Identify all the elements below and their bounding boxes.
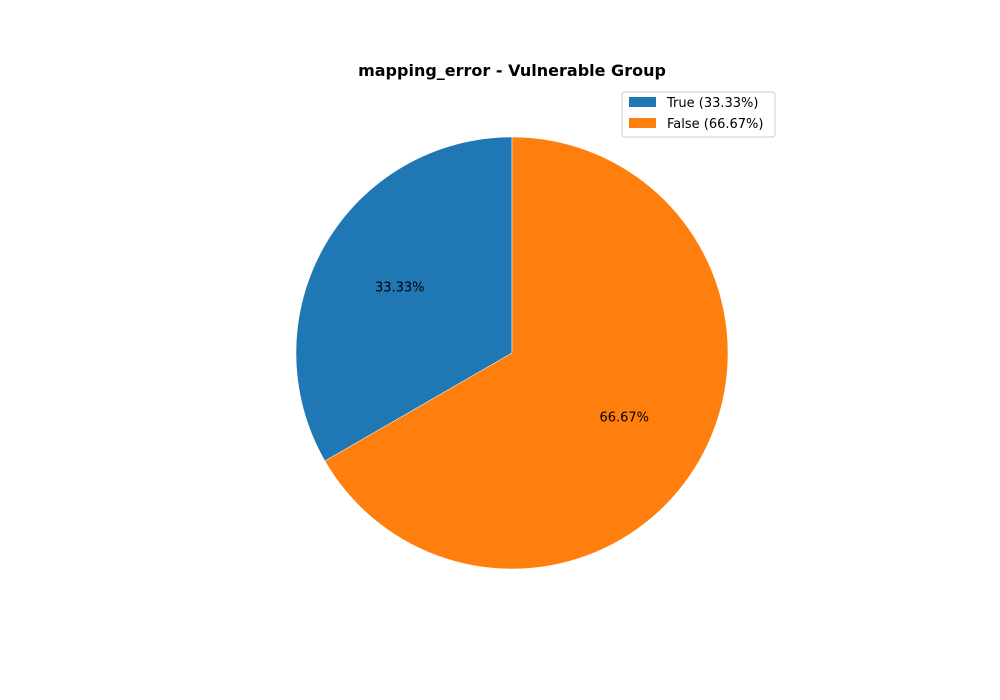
legend-label-false: False (66.67%) — [667, 117, 763, 132]
chart-title: mapping_error - Vulnerable Group — [358, 61, 666, 80]
slice-label-true: 33.33% — [375, 281, 425, 296]
pie-slice-labels: 33.33% 66.67% — [375, 281, 649, 426]
pie-slices — [295, 136, 729, 570]
legend-swatch-false — [629, 118, 656, 128]
legend-frame — [621, 91, 776, 138]
legend-label-true: True (33.33%) — [666, 96, 758, 111]
legend: True (33.33%) False (66.67%) — [621, 91, 776, 138]
legend-swatch-true — [629, 97, 656, 107]
pie-slice-true — [295, 136, 513, 462]
legend-items: True (33.33%) False (66.67%) — [629, 96, 763, 132]
slice-label-false: 66.67% — [599, 410, 649, 425]
pie-slice-false — [324, 136, 729, 570]
